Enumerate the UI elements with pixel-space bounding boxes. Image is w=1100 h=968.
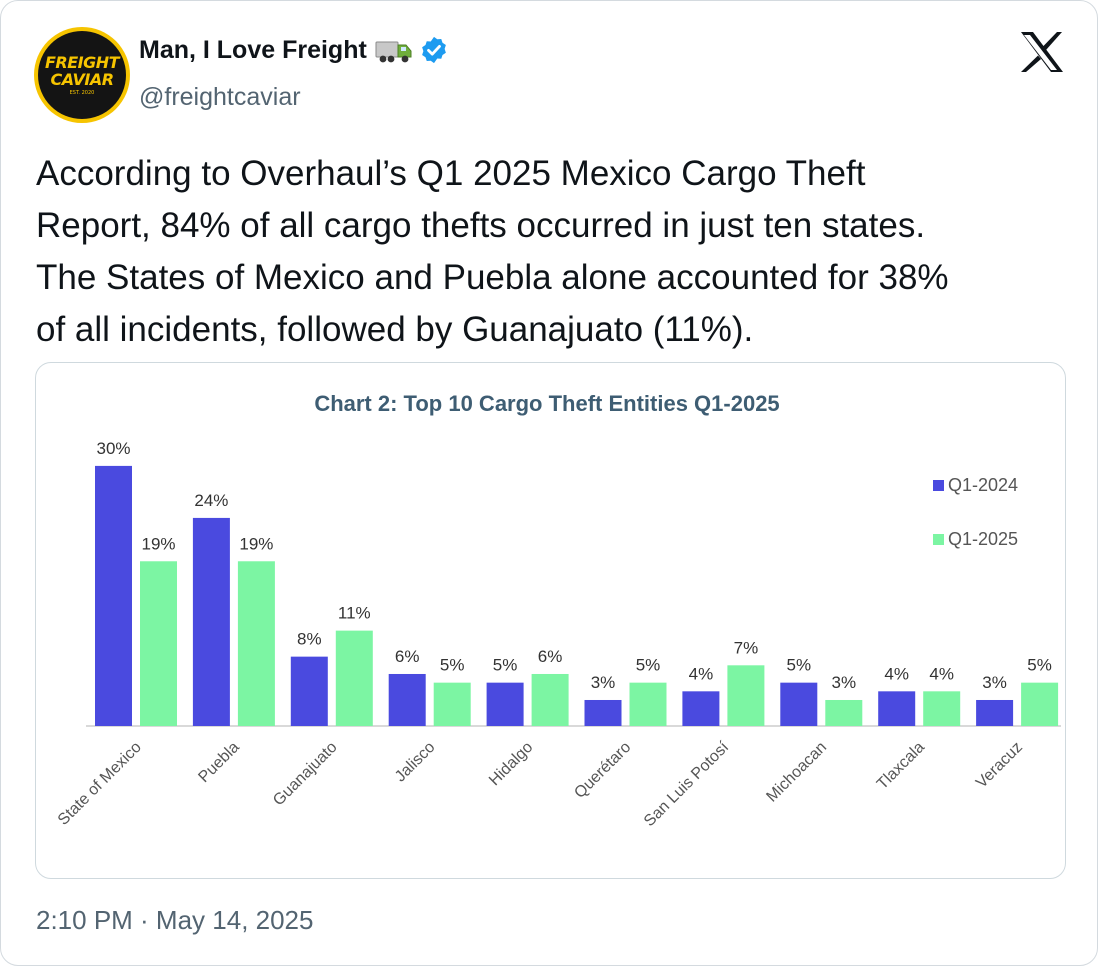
verified-badge-icon[interactable] xyxy=(419,35,449,65)
x-tick-label: San Luis Potosí xyxy=(641,738,733,830)
legend-swatch xyxy=(933,480,944,491)
x-logo-icon[interactable] xyxy=(1019,31,1065,73)
legend-swatch xyxy=(933,534,944,545)
x-tick-label: Querétaro xyxy=(571,739,634,802)
tweet-text-line: The States of Mexico and Puebla alone ac… xyxy=(36,258,949,297)
data-label: 5% xyxy=(440,656,465,675)
freight-caviar-logo: FREIGHT CAVIAR EST. 2020 xyxy=(38,31,126,119)
author-name[interactable]: Man, I Love Freight xyxy=(139,35,367,64)
x-tick-label: Veracuz xyxy=(973,739,1026,792)
legend-label: Q1-2025 xyxy=(948,529,1018,549)
author-name-row: Man, I Love Freight xyxy=(139,35,449,65)
bar-q1-2025 xyxy=(237,561,275,726)
tweet-text-line: According to Overhaul’s Q1 2025 Mexico C… xyxy=(36,154,866,193)
legend-label: Q1-2024 xyxy=(948,475,1018,495)
data-label: 6% xyxy=(538,647,563,666)
bar-q1-2025 xyxy=(825,699,863,726)
tweet-text-line: Report, 84% of all cargo thefts occurred… xyxy=(36,206,926,245)
data-label: 6% xyxy=(395,647,420,666)
data-label: 3% xyxy=(591,673,616,692)
avatar[interactable]: FREIGHT CAVIAR EST. 2020 xyxy=(34,27,130,123)
bar-q1-2024 xyxy=(486,682,524,726)
bar-q1-2025 xyxy=(531,673,569,726)
data-label: 5% xyxy=(787,656,812,675)
data-label: 19% xyxy=(239,534,273,553)
bar-q1-2024 xyxy=(878,691,916,726)
bar-q1-2024 xyxy=(976,699,1014,726)
x-tick-label: Guanajuato xyxy=(270,739,341,810)
data-label: 4% xyxy=(929,664,954,683)
bar-q1-2024 xyxy=(584,699,622,726)
bar-q1-2025 xyxy=(629,682,667,726)
tweet-text-line: of all incidents, followed by Guanajuato… xyxy=(36,310,754,349)
data-label: 7% xyxy=(734,638,759,657)
data-label: 24% xyxy=(194,491,228,510)
x-tick-label: Puebla xyxy=(195,739,242,786)
truck-icon xyxy=(375,41,412,63)
bar-q1-2025 xyxy=(1021,682,1059,726)
data-label: 4% xyxy=(884,664,909,683)
chart-title: Chart 2: Top 10 Cargo Theft Entities Q1-… xyxy=(314,391,779,416)
data-label: 4% xyxy=(689,664,714,683)
x-tick-label: Hidalgo xyxy=(486,739,536,789)
data-label: 30% xyxy=(96,439,130,458)
data-label: 3% xyxy=(832,673,857,692)
x-tick-label: Tlaxcala xyxy=(874,739,928,793)
bar-q1-2025 xyxy=(433,682,471,726)
author-handle[interactable]: @freightcaviar xyxy=(139,83,301,111)
chart-image[interactable]: Chart 2: Top 10 Cargo Theft Entities Q1-… xyxy=(35,362,1066,879)
bar-q1-2024 xyxy=(290,656,328,726)
bar-q1-2025 xyxy=(923,691,961,726)
data-label: 3% xyxy=(982,673,1007,692)
bar-q1-2024 xyxy=(388,673,426,726)
bar-q1-2025 xyxy=(140,561,177,726)
x-tick-label: State of Mexico xyxy=(55,739,145,829)
data-label: 5% xyxy=(493,656,518,675)
data-label: 11% xyxy=(338,604,371,623)
bar-q1-2024 xyxy=(192,517,230,726)
bar-q1-2025 xyxy=(727,665,765,726)
data-label: 5% xyxy=(1027,656,1052,675)
bar-q1-2025 xyxy=(335,630,373,726)
x-tick-label: Jalisco xyxy=(392,739,439,786)
bar-chart: Chart 2: Top 10 Cargo Theft Entities Q1-… xyxy=(55,391,1061,830)
bar-q1-2024 xyxy=(780,682,818,726)
tweet-timestamp[interactable]: 2:10 PM · May 14, 2025 xyxy=(36,905,314,935)
x-tick-label: Michoacan xyxy=(763,739,830,806)
data-label: 5% xyxy=(636,656,661,675)
bar-q1-2024 xyxy=(95,465,132,726)
data-label: 19% xyxy=(141,534,175,553)
data-label: 8% xyxy=(297,630,322,649)
bar-q1-2024 xyxy=(682,691,720,726)
tweet-text: According to Overhaul’s Q1 2025 Mexico C… xyxy=(36,148,1076,356)
